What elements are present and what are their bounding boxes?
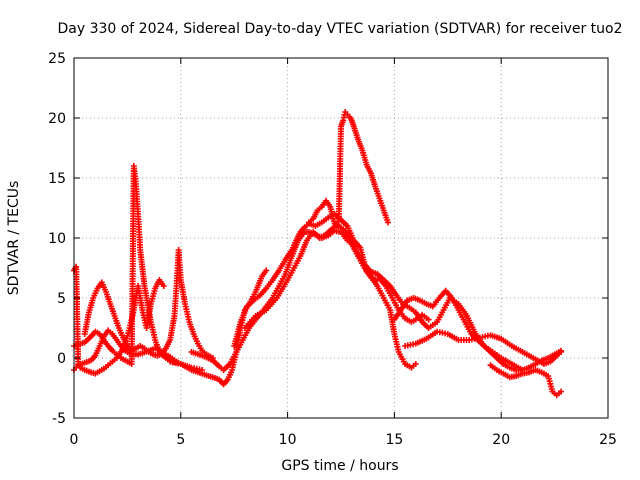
data-point bbox=[384, 219, 391, 226]
x-tick-label: 20 bbox=[492, 432, 510, 448]
y-tick-label: 10 bbox=[48, 231, 66, 247]
data-point bbox=[425, 316, 432, 323]
x-tick-label: 25 bbox=[599, 432, 617, 448]
x-tick-label: 10 bbox=[279, 432, 297, 448]
chart-title: Day 330 of 2024, Sidereal Day-to-day VTE… bbox=[57, 21, 622, 37]
y-tick-label: -5 bbox=[52, 411, 66, 427]
series-sat-l bbox=[487, 362, 565, 399]
x-tick-label: 0 bbox=[70, 432, 79, 448]
series-sat-b bbox=[71, 163, 206, 373]
x-axis-ticks: 0 5 10 15 20 25 bbox=[70, 58, 617, 448]
series-sat-c bbox=[71, 263, 167, 377]
data-point bbox=[412, 361, 419, 367]
y-tick-label: 0 bbox=[57, 351, 66, 367]
data-points bbox=[71, 109, 565, 399]
data-point bbox=[558, 349, 565, 355]
series-sat-i bbox=[305, 109, 391, 231]
y-tick-label: 20 bbox=[48, 111, 66, 127]
x-tick-label: 5 bbox=[176, 432, 185, 448]
data-point bbox=[558, 388, 565, 395]
data-point bbox=[160, 283, 167, 289]
y-tick-label: 25 bbox=[48, 51, 66, 67]
y-axis-label: SDTVAR / TECUs bbox=[6, 181, 22, 296]
x-axis-label: GPS time / hours bbox=[281, 458, 398, 474]
x-tick-label: 15 bbox=[385, 432, 403, 448]
y-tick-label: 5 bbox=[57, 291, 66, 307]
data-point bbox=[263, 267, 270, 274]
y-tick-label: 15 bbox=[48, 171, 66, 187]
series-sat-k bbox=[402, 328, 565, 367]
y-axis-ticks: -5 0 5 10 15 20 25 bbox=[48, 51, 608, 427]
grid-lines bbox=[74, 58, 608, 418]
